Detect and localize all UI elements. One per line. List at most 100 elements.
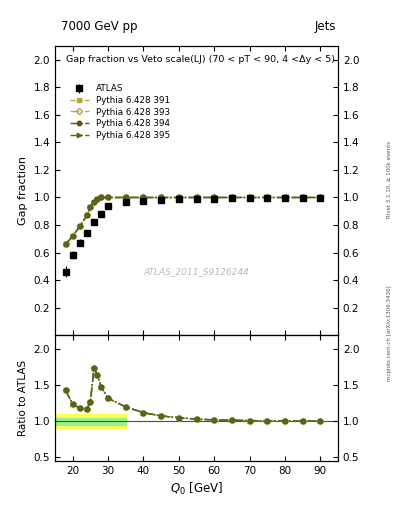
Pythia 6.428 393 bbox=[123, 195, 128, 201]
Pythia 6.428 394 bbox=[92, 199, 96, 205]
Pythia 6.428 391 bbox=[318, 195, 323, 201]
Text: mcplots.cern.ch [arXiv:1306.3436]: mcplots.cern.ch [arXiv:1306.3436] bbox=[387, 285, 392, 380]
Pythia 6.428 394 bbox=[247, 195, 252, 201]
Pythia 6.428 394 bbox=[95, 196, 100, 202]
Pythia 6.428 393 bbox=[63, 241, 68, 247]
Pythia 6.428 393 bbox=[212, 195, 217, 201]
Pythia 6.428 391 bbox=[99, 195, 103, 201]
Pythia 6.428 393 bbox=[84, 212, 89, 219]
Pythia 6.428 395 bbox=[159, 195, 163, 201]
Pythia 6.428 395 bbox=[77, 223, 82, 229]
Pythia 6.428 395 bbox=[84, 212, 89, 219]
Pythia 6.428 395 bbox=[92, 199, 96, 205]
Pythia 6.428 393 bbox=[77, 223, 82, 229]
Pythia 6.428 393 bbox=[92, 199, 96, 205]
Pythia 6.428 395 bbox=[176, 195, 181, 201]
Text: 7000 GeV pp: 7000 GeV pp bbox=[61, 20, 138, 33]
Pythia 6.428 394 bbox=[88, 204, 93, 210]
Text: Jets: Jets bbox=[314, 20, 336, 33]
Pythia 6.428 394 bbox=[70, 233, 75, 239]
Pythia 6.428 393 bbox=[247, 195, 252, 201]
Pythia 6.428 391 bbox=[95, 196, 100, 202]
Pythia 6.428 393 bbox=[70, 233, 75, 239]
Pythia 6.428 391 bbox=[176, 195, 181, 201]
Pythia 6.428 391 bbox=[212, 195, 217, 201]
Pythia 6.428 395 bbox=[99, 195, 103, 201]
Pythia 6.428 393 bbox=[230, 195, 234, 201]
Pythia 6.428 391 bbox=[300, 195, 305, 201]
Pythia 6.428 391 bbox=[230, 195, 234, 201]
Pythia 6.428 393 bbox=[265, 195, 270, 201]
Pythia 6.428 391 bbox=[141, 195, 146, 201]
Y-axis label: Ratio to ATLAS: Ratio to ATLAS bbox=[18, 360, 28, 436]
Line: Pythia 6.428 393: Pythia 6.428 393 bbox=[63, 195, 323, 246]
Pythia 6.428 391 bbox=[63, 241, 68, 247]
Line: Pythia 6.428 395: Pythia 6.428 395 bbox=[63, 195, 323, 246]
Pythia 6.428 395 bbox=[265, 195, 270, 201]
Pythia 6.428 394 bbox=[176, 195, 181, 201]
Pythia 6.428 395 bbox=[141, 195, 146, 201]
Pythia 6.428 394 bbox=[106, 195, 110, 201]
Pythia 6.428 394 bbox=[212, 195, 217, 201]
Pythia 6.428 393 bbox=[88, 204, 93, 210]
Pythia 6.428 395 bbox=[300, 195, 305, 201]
Pythia 6.428 395 bbox=[318, 195, 323, 201]
Pythia 6.428 393 bbox=[159, 195, 163, 201]
Pythia 6.428 394 bbox=[84, 212, 89, 219]
Pythia 6.428 395 bbox=[194, 195, 199, 201]
Pythia 6.428 394 bbox=[230, 195, 234, 201]
Pythia 6.428 395 bbox=[123, 195, 128, 201]
Pythia 6.428 391 bbox=[70, 233, 75, 239]
Pythia 6.428 393 bbox=[300, 195, 305, 201]
Pythia 6.428 394 bbox=[141, 195, 146, 201]
Pythia 6.428 393 bbox=[176, 195, 181, 201]
Pythia 6.428 391 bbox=[194, 195, 199, 201]
Pythia 6.428 394 bbox=[99, 195, 103, 201]
Pythia 6.428 394 bbox=[123, 195, 128, 201]
Pythia 6.428 395 bbox=[212, 195, 217, 201]
Pythia 6.428 391 bbox=[123, 195, 128, 201]
Pythia 6.428 394 bbox=[63, 241, 68, 247]
Pythia 6.428 395 bbox=[88, 204, 93, 210]
Pythia 6.428 393 bbox=[141, 195, 146, 201]
Pythia 6.428 394 bbox=[194, 195, 199, 201]
Pythia 6.428 393 bbox=[95, 196, 100, 202]
X-axis label: $Q_0$ [GeV]: $Q_0$ [GeV] bbox=[170, 481, 223, 497]
Pythia 6.428 394 bbox=[77, 223, 82, 229]
Pythia 6.428 395 bbox=[283, 195, 287, 201]
Line: Pythia 6.428 394: Pythia 6.428 394 bbox=[63, 195, 323, 246]
Pythia 6.428 393 bbox=[283, 195, 287, 201]
Pythia 6.428 391 bbox=[88, 204, 93, 210]
Pythia 6.428 394 bbox=[283, 195, 287, 201]
Text: ATLAS_2011_S9126244: ATLAS_2011_S9126244 bbox=[143, 267, 250, 276]
Pythia 6.428 394 bbox=[265, 195, 270, 201]
Pythia 6.428 391 bbox=[265, 195, 270, 201]
Pythia 6.428 391 bbox=[247, 195, 252, 201]
Bar bbox=[55, 418, 126, 425]
Legend: ATLAS, Pythia 6.428 391, Pythia 6.428 393, Pythia 6.428 394, Pythia 6.428 395: ATLAS, Pythia 6.428 391, Pythia 6.428 39… bbox=[66, 81, 174, 143]
Pythia 6.428 393 bbox=[99, 195, 103, 201]
Pythia 6.428 395 bbox=[63, 241, 68, 247]
Line: Pythia 6.428 391: Pythia 6.428 391 bbox=[63, 195, 323, 246]
Text: Gap fraction vs Veto scale(LJ) (70 < pT < 90, 4 <Δy < 5): Gap fraction vs Veto scale(LJ) (70 < pT … bbox=[66, 55, 335, 64]
Pythia 6.428 395 bbox=[106, 195, 110, 201]
Bar bbox=[55, 414, 126, 429]
Pythia 6.428 394 bbox=[159, 195, 163, 201]
Pythia 6.428 395 bbox=[95, 196, 100, 202]
Pythia 6.428 391 bbox=[84, 212, 89, 219]
Pythia 6.428 391 bbox=[159, 195, 163, 201]
Pythia 6.428 391 bbox=[92, 199, 96, 205]
Pythia 6.428 394 bbox=[300, 195, 305, 201]
Pythia 6.428 391 bbox=[283, 195, 287, 201]
Pythia 6.428 395 bbox=[230, 195, 234, 201]
Pythia 6.428 393 bbox=[106, 195, 110, 201]
Pythia 6.428 395 bbox=[247, 195, 252, 201]
Pythia 6.428 391 bbox=[106, 195, 110, 201]
Pythia 6.428 393 bbox=[194, 195, 199, 201]
Text: Rivet 3.1.10, ≥ 100k events: Rivet 3.1.10, ≥ 100k events bbox=[387, 141, 392, 218]
Pythia 6.428 395 bbox=[70, 233, 75, 239]
Pythia 6.428 393 bbox=[318, 195, 323, 201]
Pythia 6.428 394 bbox=[318, 195, 323, 201]
Pythia 6.428 391 bbox=[77, 223, 82, 229]
Y-axis label: Gap fraction: Gap fraction bbox=[18, 156, 28, 225]
